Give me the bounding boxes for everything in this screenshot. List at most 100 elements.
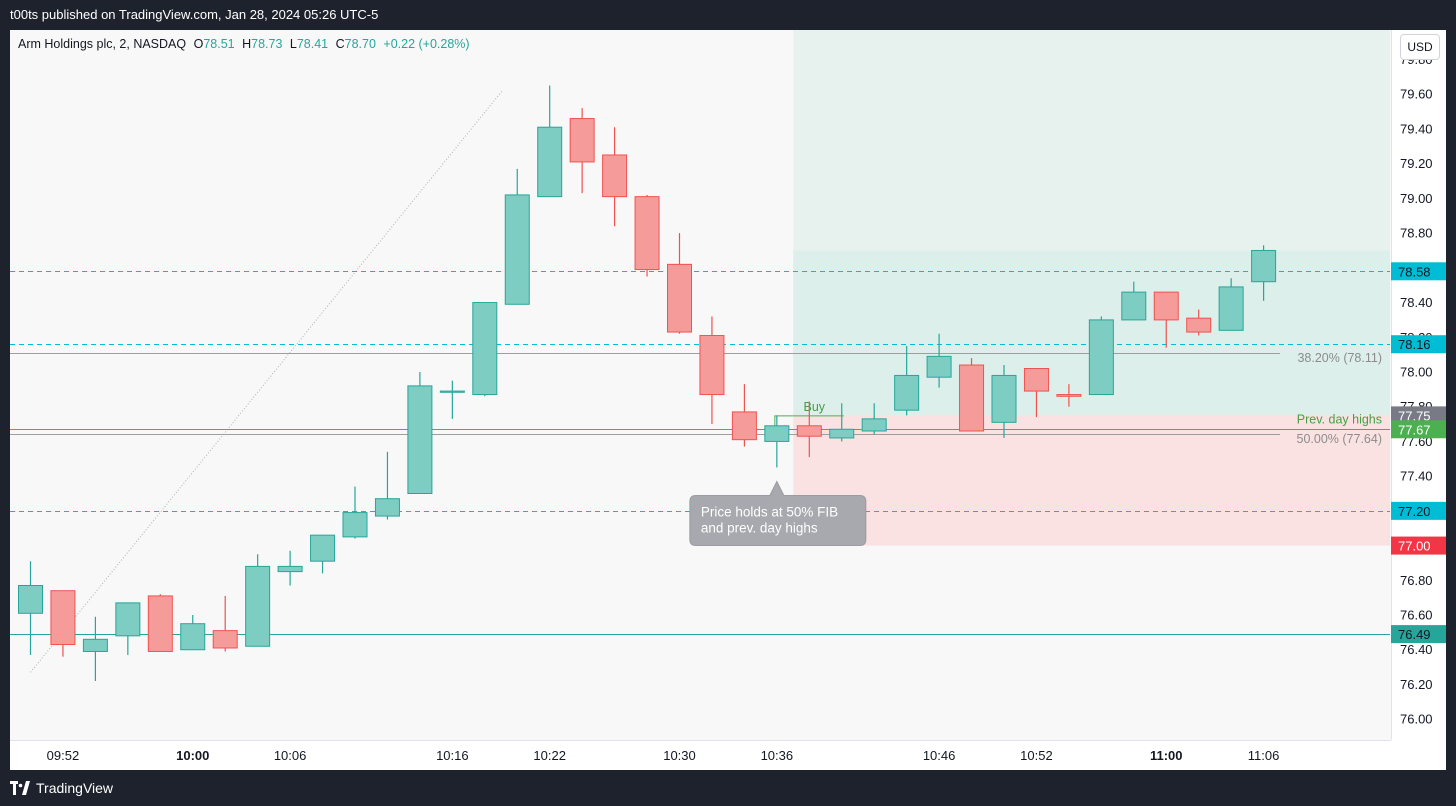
price-axis xyxy=(1391,30,1446,770)
chart-area[interactable]: All-time highs38.20% (78.11)Prev. day hi… xyxy=(10,30,1446,770)
time-tick-label: 09:52 xyxy=(47,748,80,763)
candle-body xyxy=(894,374,920,411)
open-label: O xyxy=(193,37,204,51)
footer-bar: TradingView xyxy=(0,770,1456,806)
currency-button[interactable]: USD xyxy=(1400,34,1440,60)
candle xyxy=(115,602,141,655)
time-tick-label: 11:06 xyxy=(1248,748,1280,763)
candle-body xyxy=(1023,368,1049,392)
candle-body xyxy=(1186,317,1212,333)
candle-body xyxy=(731,411,757,441)
candle-body xyxy=(374,498,400,517)
candle-body xyxy=(212,630,238,649)
candle xyxy=(1251,245,1277,301)
annotation-text-line: Price holds at 50% FIB xyxy=(701,504,838,519)
price-badge-label: 77.00 xyxy=(1398,539,1431,554)
candle-body xyxy=(180,623,206,651)
candle-body xyxy=(50,590,76,646)
candle xyxy=(959,358,985,432)
price-tick-label: 79.40 xyxy=(1400,121,1433,136)
candle xyxy=(147,594,173,652)
annotation-text-line: and prev. day highs xyxy=(701,520,818,535)
price-tick-label: 76.00 xyxy=(1400,712,1433,727)
price-badge-label: 78.16 xyxy=(1398,337,1431,352)
candle xyxy=(829,403,855,442)
candle-body xyxy=(1088,319,1114,396)
fib-38-line-label: 38.20% (78.11) xyxy=(1297,351,1382,365)
candle xyxy=(407,371,433,494)
fib-trend-line xyxy=(30,90,503,673)
candle-body xyxy=(699,335,725,396)
time-tick-label: 10:52 xyxy=(1020,748,1053,763)
price-tick-label: 78.80 xyxy=(1400,226,1433,241)
candle xyxy=(699,316,725,425)
candle xyxy=(1023,368,1049,418)
candle xyxy=(537,85,563,198)
price-badge xyxy=(1391,262,1446,281)
candle xyxy=(1088,316,1114,396)
time-tick-label: 10:00 xyxy=(176,748,209,763)
time-tick-label: 10:46 xyxy=(923,748,956,763)
candle-body xyxy=(764,425,790,442)
symbol-name: Arm Holdings plc, 2, NASDAQ xyxy=(18,37,187,51)
candle xyxy=(245,554,271,647)
candle xyxy=(1056,384,1082,407)
candle xyxy=(602,127,628,227)
candle xyxy=(569,108,595,194)
candle xyxy=(374,451,400,520)
candle-body xyxy=(1056,394,1082,397)
prev-day-highs-line-label: Prev. day highs xyxy=(1297,413,1382,427)
candle-body xyxy=(926,355,952,378)
candle xyxy=(1153,291,1179,348)
brand[interactable]: TradingView xyxy=(10,779,113,797)
candle-body xyxy=(82,638,108,652)
price-badge xyxy=(1391,420,1446,439)
price-badge xyxy=(1391,625,1446,644)
candle xyxy=(82,616,108,681)
candle-body xyxy=(991,374,1017,423)
time-axis xyxy=(10,740,1391,770)
candle xyxy=(894,345,920,416)
price-tick-label: 79.00 xyxy=(1400,191,1433,206)
candle-body xyxy=(277,565,303,573)
time-tick-label: 10:36 xyxy=(761,748,794,763)
candle-body xyxy=(667,263,692,333)
buy-marker-line xyxy=(774,415,844,428)
candle xyxy=(310,534,336,574)
publish-info: t00ts published on TradingView.com, Jan … xyxy=(10,7,379,22)
candle xyxy=(439,380,465,419)
candle xyxy=(731,384,757,447)
candle-body xyxy=(1153,291,1179,321)
price-badge xyxy=(1391,335,1446,354)
fib-50-line-label: 50.00% (77.64) xyxy=(1297,432,1382,446)
close-label: C xyxy=(335,37,345,51)
candle-body xyxy=(602,154,628,198)
change-value: +0.22 (+0.28%) xyxy=(383,37,470,51)
low-label: L xyxy=(289,37,297,51)
candlestick-chart[interactable]: All-time highs38.20% (78.11)Prev. day hi… xyxy=(10,30,1446,770)
candle xyxy=(926,333,952,388)
candle xyxy=(861,403,887,435)
price-tick-label: 77.40 xyxy=(1400,469,1433,484)
publish-header: t00ts published on TradingView.com, Jan … xyxy=(0,0,1456,30)
candle xyxy=(764,415,790,468)
price-tick-label: 76.60 xyxy=(1400,608,1433,623)
candle-body xyxy=(1251,249,1277,283)
candle-body xyxy=(569,118,595,163)
candle-body xyxy=(959,364,985,432)
candle xyxy=(180,615,206,651)
price-badge-label: 77.67 xyxy=(1398,422,1431,437)
price-badge-label: 77.75 xyxy=(1398,408,1431,423)
price-tick-label: 78.00 xyxy=(1400,364,1433,379)
annotation-callout xyxy=(689,480,867,546)
price-tick-label: 79.60 xyxy=(1400,87,1433,102)
candle-body xyxy=(115,602,141,637)
price-badge xyxy=(1391,536,1446,555)
high-value: 78.73 xyxy=(251,37,283,51)
time-tick-label: 10:22 xyxy=(533,748,566,763)
buy-label: Buy xyxy=(804,400,826,414)
candle xyxy=(472,302,498,397)
candle-body xyxy=(1121,291,1147,321)
price-tick-label: 76.80 xyxy=(1400,573,1433,588)
high-label: H xyxy=(242,37,252,51)
